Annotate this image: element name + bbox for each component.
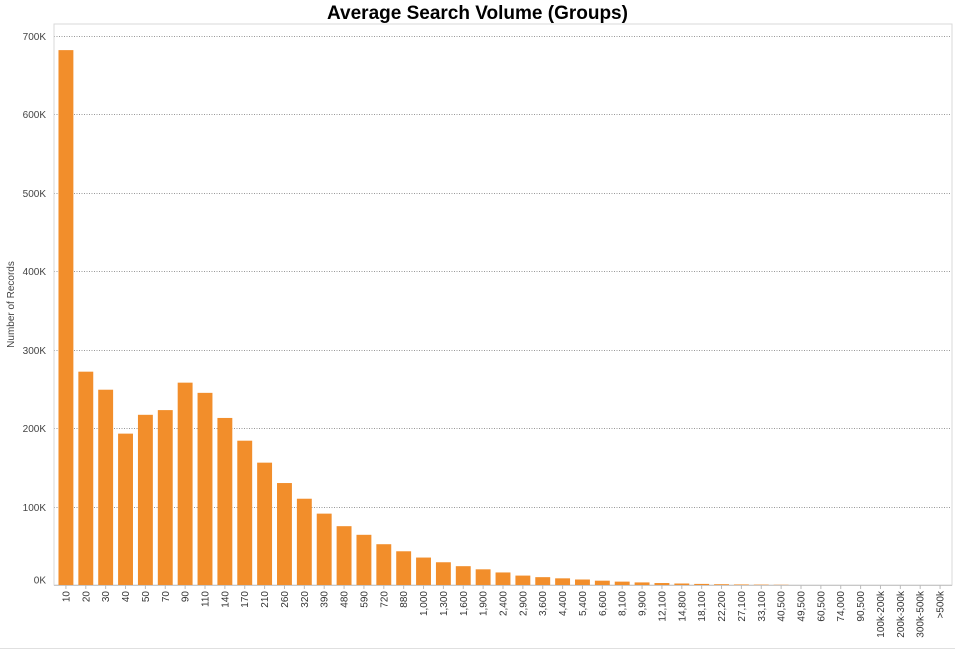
y-tick-label: 700K <box>23 32 47 43</box>
bar-720[interactable] <box>376 544 392 585</box>
bar-20[interactable] <box>78 371 94 585</box>
x-tick-label: 110 <box>201 591 212 607</box>
bar-70[interactable] <box>157 410 173 585</box>
x-tick-label: 480 <box>340 591 351 608</box>
x-tick-label: 200k-300k <box>896 590 907 638</box>
bar-2,400[interactable] <box>495 572 511 585</box>
bar-2,900[interactable] <box>515 575 531 585</box>
x-tick-label: 27,100 <box>737 591 748 622</box>
x-tick-label: 320 <box>300 591 311 608</box>
y-axis-label: Number of Records <box>6 261 17 348</box>
bar-6,600[interactable] <box>594 580 610 585</box>
x-tick-label: 390 <box>320 591 331 608</box>
x-tick-label: 20 <box>81 591 92 603</box>
x-tick-label: 30 <box>101 591 112 603</box>
bar-170[interactable] <box>237 440 253 585</box>
bar-8,100[interactable] <box>614 581 630 585</box>
bar-22,200[interactable] <box>714 584 729 585</box>
bar-30[interactable] <box>98 389 114 585</box>
x-tick-label: 90,500 <box>856 591 867 622</box>
x-tick-label: 1,000 <box>419 591 430 616</box>
bar-110[interactable] <box>197 392 213 585</box>
x-tick-label: 2,900 <box>518 591 529 616</box>
bar-210[interactable] <box>257 462 273 585</box>
y-tick-label: 600K <box>23 110 47 121</box>
bar-27,100[interactable] <box>733 584 749 585</box>
x-tick-label: 1,600 <box>459 591 470 616</box>
bar-50[interactable] <box>137 414 153 585</box>
gridlines <box>54 36 952 508</box>
bar-90[interactable] <box>177 382 193 585</box>
x-tick-label: 60,500 <box>816 591 827 622</box>
x-tick-label: 5,400 <box>578 591 589 616</box>
y-tick-label: 400K <box>23 267 47 278</box>
bar-1,900[interactable] <box>475 569 491 585</box>
x-tick-label: 14,800 <box>677 591 688 622</box>
x-tick-label: 1,300 <box>439 591 450 616</box>
bar-10[interactable] <box>58 50 74 586</box>
x-tick-label: 6,600 <box>598 591 609 616</box>
x-tick-label: 1,900 <box>479 591 490 616</box>
x-tick-label: 3,600 <box>538 591 549 616</box>
x-tick-label: 210 <box>260 591 271 608</box>
bar-880[interactable] <box>396 551 412 585</box>
x-tick-label: 22,200 <box>717 591 728 622</box>
bar-140[interactable] <box>217 417 233 585</box>
bar-14,800[interactable] <box>674 583 690 585</box>
y-tick-label: 500K <box>23 189 47 200</box>
bar-1,300[interactable] <box>435 562 451 585</box>
x-tick-label: 260 <box>280 591 291 608</box>
bar-1,600[interactable] <box>455 566 471 585</box>
x-tick-label: 8,100 <box>618 591 629 616</box>
x-tick-label: 100k-200k <box>876 590 887 638</box>
x-tick-label: 2,400 <box>499 591 510 616</box>
x-tick-label: >500k <box>936 590 947 619</box>
bar-3,600[interactable] <box>535 577 551 585</box>
y-tick-label: 200K <box>23 424 47 435</box>
x-tick-label: 170 <box>240 591 251 608</box>
x-tick-label: 300k-500k <box>916 590 927 638</box>
x-tick-label: 40,500 <box>777 591 788 622</box>
chart-title: Average Search Volume (Groups) <box>327 3 628 24</box>
x-tick-label: 140 <box>220 591 231 608</box>
bar-320[interactable] <box>296 498 312 585</box>
bar-260[interactable] <box>277 483 292 585</box>
x-tick-label: 10 <box>61 591 72 603</box>
x-tick-label: 49,500 <box>797 591 808 622</box>
bar-18,100[interactable] <box>694 583 710 585</box>
x-tick-label: 33,100 <box>757 591 768 622</box>
x-tick-label: 880 <box>399 591 410 608</box>
y-axis-ticks: 0K 100K 200K 300K 400K 500K 600K 700K <box>23 32 47 587</box>
x-axis-ticks: 10 20 30 40 50 70 90 110 140 170 210 260 320 390 480 59… <box>61 590 946 638</box>
x-tick-label: 9,900 <box>638 591 649 616</box>
y-tick-label: 300K <box>23 346 47 357</box>
x-tick-label: 18,100 <box>697 591 708 622</box>
x-tick-label: 74,000 <box>836 591 847 622</box>
x-tick-label: 4,400 <box>558 591 569 616</box>
bar-590[interactable] <box>356 534 372 585</box>
x-tick-label: 50 <box>141 591 152 603</box>
x-tick-label: 70 <box>161 591 172 603</box>
x-tick-label: 590 <box>359 591 370 608</box>
x-tick-label: 90 <box>181 591 192 603</box>
x-tick-label: 40 <box>121 591 132 603</box>
y-tick-label: 100K <box>23 503 47 514</box>
bar-390[interactable] <box>316 513 332 585</box>
bar-4,400[interactable] <box>555 578 571 585</box>
bar-12,100[interactable] <box>654 583 670 585</box>
x-tick-label: 12,100 <box>657 591 668 622</box>
bar-5,400[interactable] <box>575 579 590 585</box>
bar-9,900[interactable] <box>634 582 650 585</box>
y-tick-label: 0K <box>34 576 47 587</box>
bar-480[interactable] <box>336 526 352 585</box>
bar-1,000[interactable] <box>416 557 431 585</box>
x-tick-label: 720 <box>379 591 390 608</box>
bars <box>58 50 789 586</box>
bar-40[interactable] <box>118 433 133 585</box>
